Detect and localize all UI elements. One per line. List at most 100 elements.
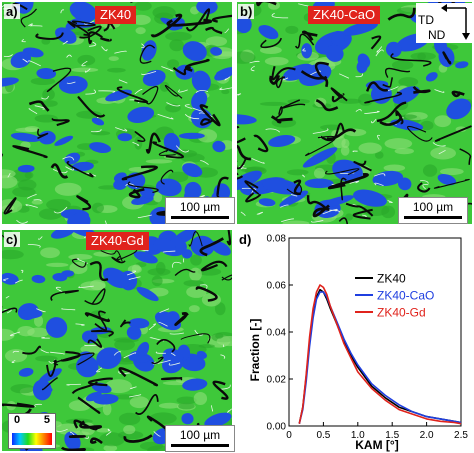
high-kam-boundary	[200, 118, 213, 126]
low-kam-grain	[141, 40, 157, 61]
subgrain-line	[161, 66, 174, 72]
subgrain-line	[56, 428, 68, 432]
grain-shade	[107, 67, 126, 73]
subgrain-line	[16, 219, 28, 224]
subgrain-line	[352, 150, 358, 153]
subgrain-line	[438, 149, 446, 155]
high-kam-boundary	[199, 104, 221, 127]
high-kam-boundary	[12, 144, 48, 159]
low-kam-grain	[237, 15, 252, 34]
scalebar-b: 100 µm	[398, 197, 468, 224]
grain-shade	[286, 169, 309, 176]
high-kam-boundary	[442, 51, 452, 65]
low-kam-grain	[446, 98, 472, 120]
high-kam-boundary	[158, 149, 176, 156]
subgrain-line	[7, 172, 11, 178]
subgrain-line	[61, 308, 76, 311]
y-tick-label: 0.02	[267, 375, 287, 386]
high-kam-boundary	[71, 381, 98, 395]
high-kam-boundary	[376, 101, 407, 123]
high-kam-boundary	[111, 256, 126, 264]
low-kam-grain	[96, 347, 122, 370]
low-kam-grain	[127, 106, 155, 124]
subgrain-line	[36, 308, 46, 313]
panel-letter-a: a)	[4, 4, 20, 19]
low-kam-grain	[14, 2, 34, 14]
high-kam-boundary	[77, 396, 101, 414]
high-kam-boundary	[60, 350, 81, 362]
grain-shade	[313, 167, 326, 179]
kam-distribution-chart: d) 0 0.5 1.0 1.5 2.0 2.50.000.020.040.060.08 …	[239, 232, 468, 452]
high-kam-boundary	[103, 21, 116, 32]
subgrain-line	[27, 194, 37, 199]
scalebar-c-bar	[171, 444, 229, 447]
grain-shade	[91, 202, 104, 214]
subgrain-line	[169, 332, 184, 335]
subgrain-line	[349, 180, 360, 184]
grain-shade	[214, 302, 226, 316]
low-kam-grain	[10, 51, 31, 69]
y-tick-label: 0.08	[267, 234, 287, 245]
subgrain-line	[302, 48, 306, 52]
subgrain-line	[155, 351, 166, 354]
x-tick-label: 0	[286, 430, 292, 441]
high-kam-boundary	[294, 33, 315, 49]
grain-shade	[205, 36, 228, 47]
grain-shade	[96, 428, 111, 433]
high-kam-boundary	[212, 380, 229, 400]
high-kam-boundary	[180, 333, 211, 344]
legend-label: ZK40-CaO	[377, 289, 434, 303]
high-kam-boundary	[116, 86, 149, 104]
subgrain-line	[422, 184, 429, 190]
series-line-zk40-cao	[298, 291, 462, 424]
subgrain-line	[11, 359, 16, 364]
low-kam-grain	[2, 272, 19, 285]
high-kam-boundary	[2, 402, 35, 408]
high-kam-boundary	[50, 289, 79, 301]
low-kam-grain	[10, 132, 41, 142]
low-kam-grain	[113, 178, 128, 190]
y-tick-label: 0.06	[267, 281, 287, 292]
subgrain-line	[115, 127, 128, 132]
subgrain-line	[2, 4, 5, 8]
subgrain-line	[113, 351, 122, 356]
subgrain-line	[141, 71, 157, 76]
x-axis-label: KAM [°]	[355, 438, 398, 452]
subgrain-line	[84, 68, 91, 73]
grain-shade	[33, 315, 44, 327]
subgrain-line	[220, 354, 226, 359]
subgrain-line	[22, 58, 28, 63]
low-kam-grain	[268, 134, 296, 148]
subgrain-line	[312, 128, 329, 134]
subgrain-line	[37, 236, 43, 240]
grain-shade	[46, 198, 71, 211]
subgrain-line	[375, 49, 384, 57]
high-kam-boundary	[200, 260, 228, 272]
kam-map-zk40-cao	[237, 2, 472, 224]
grain-shade	[55, 423, 82, 435]
high-kam-boundary	[315, 98, 339, 112]
subgrain-line	[10, 331, 21, 337]
subgrain-line	[3, 54, 13, 58]
high-kam-boundary	[271, 66, 296, 81]
high-kam-boundary	[320, 122, 345, 142]
subgrain-line	[198, 195, 205, 198]
high-kam-boundary	[35, 32, 64, 40]
high-kam-boundary	[253, 134, 269, 153]
high-kam-boundary	[384, 67, 411, 78]
low-kam-grain	[93, 393, 119, 405]
high-kam-boundary	[382, 77, 394, 88]
subgrain-line	[374, 182, 384, 186]
subgrain-line	[251, 158, 265, 164]
grain-shade	[394, 147, 414, 155]
grain-shade	[42, 88, 55, 101]
high-kam-boundary	[166, 18, 213, 27]
subgrain-line	[355, 73, 363, 78]
grain-shade	[264, 56, 289, 66]
grain-shade	[159, 81, 170, 92]
y-axis-label: Fraction [-]	[248, 319, 262, 382]
series-line-zk40-gd	[298, 284, 462, 425]
subgrain-line	[21, 38, 26, 43]
grain-shade	[93, 251, 114, 257]
high-kam-boundary	[120, 319, 131, 328]
